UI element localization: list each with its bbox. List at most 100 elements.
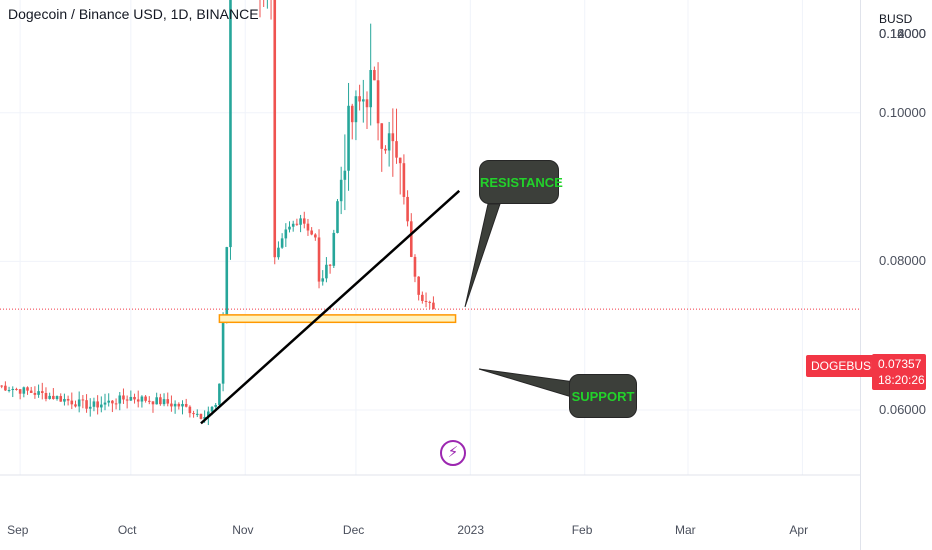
candle-body: [325, 264, 328, 279]
candle-body: [52, 395, 55, 399]
candle-body: [48, 395, 51, 399]
candle-body: [37, 391, 40, 395]
candle-body: [373, 70, 376, 81]
candle-body: [354, 96, 358, 123]
candle-body: [4, 385, 7, 391]
candle-body: [33, 392, 37, 395]
candle-body: [362, 99, 365, 102]
candle-body: [199, 413, 203, 419]
time-tick-label: Feb: [571, 523, 593, 537]
candle-body: [188, 406, 192, 414]
candle-body: [395, 141, 398, 158]
candle-body: [358, 96, 361, 102]
candle-body: [170, 403, 173, 407]
candle-body: [347, 105, 350, 171]
candle-body: [306, 223, 310, 231]
candle-body: [428, 301, 432, 303]
candle-body: [391, 133, 395, 142]
candle-body: [59, 396, 63, 402]
candle-body: [173, 403, 177, 407]
candle-body: [29, 390, 33, 393]
candle-body: [18, 389, 22, 394]
candle-body: [432, 302, 435, 310]
candle-body: [55, 396, 59, 399]
resistance-callout-pointer: [464, 203, 501, 308]
candle-body: [203, 417, 206, 419]
candle-body: [136, 399, 140, 402]
bar-countdown: 18:20:26: [878, 373, 925, 387]
candle-body: [280, 238, 284, 248]
time-tick-label: Dec: [342, 523, 365, 537]
lightning-icon[interactable]: ⚡︎: [440, 440, 466, 466]
price-tick-label: 0.06000: [879, 402, 926, 417]
candle-body: [103, 402, 107, 405]
candle-body: [277, 247, 280, 258]
candle-body: [225, 247, 229, 319]
candle-body: [291, 223, 295, 227]
candle-body: [111, 400, 114, 404]
price-tick-label: 0.10000: [879, 104, 926, 120]
candle-body: [387, 133, 391, 151]
currency-label: BUSD: [879, 12, 913, 26]
resistance-callout[interactable]: RESISTANCE: [479, 160, 563, 204]
candle-body: [192, 413, 195, 415]
candle-body: [402, 163, 406, 197]
candle-body: [328, 264, 332, 266]
price-tick-label: 0.08000: [879, 253, 926, 269]
candle-body: [310, 230, 313, 235]
last-price-tag: 0.07357 18:20:26: [872, 354, 926, 390]
candle-body: [336, 201, 339, 233]
candle-body: [66, 398, 70, 401]
candle-body: [151, 401, 155, 405]
candle-body: [129, 396, 133, 401]
last-price-value: 0.07357: [878, 357, 922, 371]
candle-body: [118, 395, 122, 404]
trendline: [200, 189, 461, 425]
time-tick-label: Apr: [789, 523, 809, 537]
candle-body: [273, 0, 277, 258]
time-tick-label: Sep: [7, 523, 29, 537]
time-tick-label: Oct: [117, 523, 137, 537]
candle-body: [7, 389, 11, 391]
candle-body: [207, 411, 210, 418]
candle-body: [417, 276, 420, 295]
candle-body: [159, 397, 162, 405]
candle-body: [214, 404, 218, 407]
candle-body: [144, 396, 147, 401]
price-tick-label: 0.16000: [879, 26, 926, 41]
candle-body: [133, 396, 136, 400]
candle-body: [125, 399, 129, 401]
candle-body: [398, 157, 402, 164]
candle-body: [314, 234, 317, 238]
candle-body: [155, 397, 158, 405]
candle-body: [365, 99, 369, 108]
candle-body: [406, 196, 409, 222]
candle-body: [92, 401, 96, 407]
candle-body: [184, 403, 188, 407]
candle-body: [195, 413, 199, 415]
candle-body: [81, 399, 85, 401]
drawings[interactable]: [0, 189, 860, 425]
candle-body: [15, 388, 18, 390]
candle-body: [302, 218, 306, 224]
support-callout[interactable]: SUPPORT: [569, 374, 637, 418]
candle-body: [166, 399, 170, 404]
candle-body: [70, 400, 74, 405]
candle-body: [114, 403, 118, 405]
candle-body: [288, 226, 291, 230]
candle-body: [74, 404, 77, 407]
support-zone: [218, 314, 457, 324]
candle-body: [424, 300, 428, 302]
time-tick-label: 2023: [457, 523, 485, 537]
candle-body: [107, 400, 110, 403]
candle-body: [376, 80, 380, 124]
candle-body: [100, 404, 103, 408]
candle-body: [299, 218, 302, 225]
candle-body: [96, 401, 99, 408]
candle-body: [40, 391, 44, 393]
candles: [0, 0, 435, 426]
grid: [0, 0, 860, 476]
candle-body: [147, 400, 151, 402]
candle-body: [350, 105, 354, 123]
